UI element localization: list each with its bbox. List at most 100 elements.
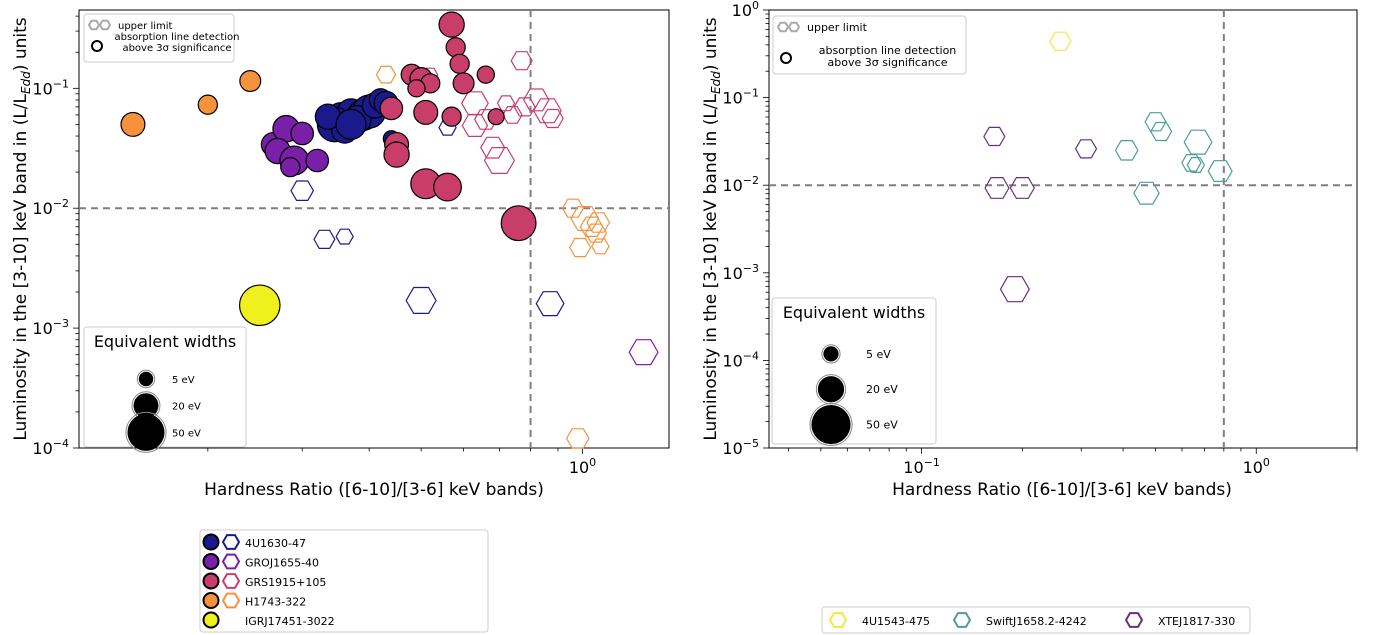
legend-source-name: 4U1630-47 <box>245 537 306 550</box>
detection-point <box>290 121 315 146</box>
tick-exponent: −2 <box>743 174 759 187</box>
upper-limit-hexagon <box>461 91 489 116</box>
upper-limit-hexagon <box>1049 31 1072 51</box>
ew-legend-title: Equivalent widths <box>783 303 925 322</box>
legend-limit-swatch <box>221 534 241 550</box>
ew-size-marker <box>817 376 845 403</box>
legend-limit-swatch <box>221 592 241 609</box>
upper-limit-symbol <box>87 19 101 31</box>
upper-limit-label: upper limit <box>807 21 868 34</box>
upper-limit-hexagon <box>535 291 565 317</box>
left-source-legend: 4U1630-47 GROJ1655-40 GRS1915+105 H1743-322… <box>199 529 489 633</box>
ew-legend-title: Equivalent widths <box>94 332 236 351</box>
upper-limit-hexagon <box>569 237 592 258</box>
ew-size-marker <box>138 371 154 387</box>
tick-base: 10 <box>569 458 589 477</box>
upper-limit-hexagon <box>1133 181 1160 205</box>
detection-label: above 3σ significance <box>828 56 948 69</box>
detection-symbol <box>780 52 792 64</box>
tick-base: 10 <box>722 264 742 283</box>
detection-point <box>407 79 426 98</box>
legend-box <box>821 606 1251 634</box>
detection-point <box>335 108 367 140</box>
ew-size-label: 50 eV <box>172 428 201 439</box>
right-source-legend: 4U1543-475 SwiftJ1658.2-4242 XTEJ1817-330 <box>821 606 1251 634</box>
upper-limit-hexagon <box>565 428 590 449</box>
legend-limit-swatch <box>1124 612 1144 628</box>
upper-limit-hexagon <box>290 180 315 201</box>
y-label-text: ) units <box>11 17 31 71</box>
upper-limit-hexagon <box>1186 157 1206 173</box>
y-label-text: Luminosity in the [3-10] keV band in (L/… <box>701 93 721 440</box>
y-tick-label: 10−4 <box>722 349 759 370</box>
tick-exponent: −3 <box>743 262 759 275</box>
y-tick-label: 10−2 <box>722 174 759 195</box>
legend-source-name: XTEJ1817-330 <box>1158 615 1235 628</box>
plot-frame <box>78 9 670 449</box>
tick-exponent: −4 <box>53 437 69 450</box>
y-tick-label: 10−1 <box>722 87 759 108</box>
upper-limit-hexagon <box>510 51 533 71</box>
ew-size-ring <box>136 369 156 389</box>
y-label-text: Luminosity in the [3-10] keV band in (L/… <box>11 93 31 440</box>
y-label-subscript: Edd <box>19 71 33 94</box>
equivalent-width-legend: Equivalent widths 5 eV 20 eV 50 eV <box>83 326 247 453</box>
y-tick-label: 100 <box>732 0 759 20</box>
legend-source-name: H1743-322 <box>245 596 306 609</box>
upper-limit-hexagon <box>513 97 536 117</box>
tick-exponent: −1 <box>924 456 940 469</box>
upper-limit-hexagon <box>461 113 489 137</box>
upper-limit-hexagon <box>1207 160 1233 182</box>
tick-exponent: −3 <box>53 317 69 330</box>
legend-source-name: IGRJ17451-3022 <box>245 615 335 628</box>
x-tick-label: 10−1 <box>903 456 940 477</box>
upper-limit-symbol <box>787 21 801 33</box>
legend-limit-swatch <box>952 612 972 628</box>
tick-exponent: −5 <box>743 437 759 450</box>
tick-exponent: 0 <box>1263 456 1270 469</box>
detection-point <box>452 72 475 95</box>
tick-exponent: −1 <box>53 77 69 90</box>
upper-limit-hexagon <box>984 177 1010 199</box>
ew-size-ring <box>809 403 853 447</box>
x-tick-label: 100 <box>569 456 596 477</box>
tick-base: 10 <box>32 199 52 218</box>
tick-exponent: −4 <box>743 349 759 362</box>
legend-source-name: SwiftJ1658.2-4242 <box>986 615 1087 628</box>
data-marks <box>983 31 1233 303</box>
upper-limit-hexagon <box>496 95 516 112</box>
upper-limit-hexagon <box>541 108 564 129</box>
detection-label: above 3σ significance <box>122 43 231 54</box>
upper-limit-hexagon <box>1074 139 1098 159</box>
legend-source-name: GRS1915+105 <box>245 576 326 589</box>
detection-point <box>305 148 330 173</box>
upper-limit-hexagon <box>999 276 1030 303</box>
legend-box <box>199 529 489 633</box>
legend-detection-swatch <box>202 572 220 590</box>
detection-label: absorption line detection <box>114 32 239 43</box>
legend-limit-swatch <box>828 612 848 628</box>
tick-base: 10 <box>32 319 52 338</box>
detection-point <box>449 53 470 74</box>
detection-point <box>238 284 281 327</box>
detection-point <box>476 65 495 84</box>
data-marks <box>120 11 659 449</box>
marker-type-legend: upper limit absorption line detectionabov… <box>772 15 967 75</box>
y-tick-label: 10−3 <box>32 317 69 338</box>
upper-limit-hexagon <box>480 136 506 159</box>
ew-size-label: 5 eV <box>866 348 891 361</box>
tick-base: 10 <box>722 89 742 108</box>
tick-base: 10 <box>32 79 52 98</box>
detection-point <box>379 96 404 121</box>
x-tick-label: 100 <box>1243 456 1270 477</box>
upper-limit-hexagon <box>483 147 516 174</box>
legend-detection-swatch <box>202 592 220 609</box>
tick-base: 10 <box>32 439 52 458</box>
ew-size-marker <box>823 346 839 362</box>
ew-size-label: 50 eV <box>866 419 898 432</box>
ew-size-marker <box>127 413 165 451</box>
detection-point <box>500 205 537 242</box>
